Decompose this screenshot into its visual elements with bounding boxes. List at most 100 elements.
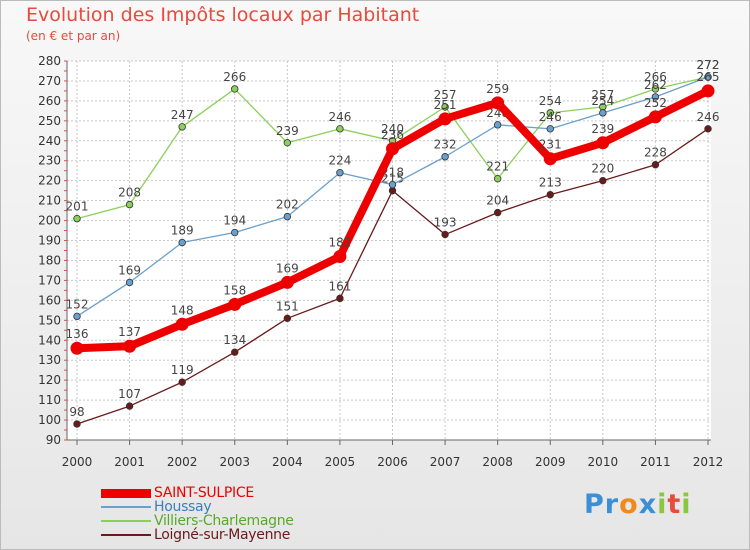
legend-label: SAINT-SULPICE bbox=[154, 485, 254, 501]
data-point-houssay bbox=[231, 228, 239, 237]
data-point-loign-sur-mayenne bbox=[651, 161, 660, 169]
data-point-villiers-charlemagne bbox=[651, 85, 660, 93]
data-label-villiers-charlemagne: 272 bbox=[697, 58, 720, 72]
data-point-houssay bbox=[388, 180, 397, 189]
legend-swatch bbox=[101, 520, 151, 522]
y-tick-label: 100 bbox=[38, 413, 61, 427]
data-point-saint-sulpice bbox=[543, 152, 557, 166]
data-point-villiers-charlemagne bbox=[283, 139, 292, 147]
data-point-saint-sulpice bbox=[228, 297, 242, 311]
data-point-saint-sulpice bbox=[386, 142, 399, 156]
x-tick-label: 2011 bbox=[640, 455, 671, 469]
y-tick-label: 230 bbox=[38, 154, 61, 168]
data-point-houssay bbox=[125, 278, 134, 287]
data-point-houssay bbox=[178, 238, 186, 247]
data-label-saint-sulpice: 259 bbox=[486, 82, 509, 96]
logo-letter: P bbox=[584, 489, 605, 520]
data-label-saint-sulpice: 251 bbox=[434, 98, 457, 112]
data-label-loign-sur-mayenne: 107 bbox=[118, 387, 141, 401]
data-point-saint-sulpice bbox=[175, 317, 189, 331]
data-point-houssay bbox=[493, 121, 502, 129]
data-label-villiers-charlemagne: 201 bbox=[66, 200, 89, 214]
x-tick-label: 2010 bbox=[588, 455, 619, 469]
x-tick-label: 2007 bbox=[430, 455, 461, 469]
y-tick-label: 140 bbox=[38, 333, 61, 347]
x-tick-label: 2009 bbox=[535, 455, 566, 469]
plot-area bbox=[67, 61, 711, 440]
data-label-saint-sulpice: 239 bbox=[591, 122, 614, 136]
data-point-loign-sur-mayenne bbox=[178, 378, 186, 386]
y-tick-label: 280 bbox=[38, 54, 61, 68]
data-point-loign-sur-mayenne bbox=[441, 230, 449, 239]
y-tick-label: 250 bbox=[38, 114, 61, 128]
data-label-villiers-charlemagne: 247 bbox=[171, 108, 194, 122]
data-point-saint-sulpice bbox=[280, 275, 294, 289]
data-label-loign-sur-mayenne: 193 bbox=[434, 216, 457, 230]
data-point-loign-sur-mayenne bbox=[73, 420, 81, 428]
data-label-saint-sulpice: 231 bbox=[539, 138, 562, 152]
data-point-loign-sur-mayenne bbox=[231, 348, 239, 356]
data-point-saint-sulpice bbox=[123, 339, 137, 353]
data-label-saint-sulpice: 169 bbox=[276, 261, 299, 275]
data-point-villiers-charlemagne bbox=[546, 109, 554, 117]
data-label-houssay: 232 bbox=[434, 138, 457, 152]
legend-label: Villiers-Charlemagne bbox=[154, 513, 294, 529]
data-label-villiers-charlemagne: 257 bbox=[434, 88, 457, 102]
y-tick-label: 90 bbox=[46, 433, 61, 447]
data-label-saint-sulpice: 158 bbox=[223, 283, 246, 297]
data-label-houssay: 254 bbox=[591, 94, 614, 108]
y-tick-label: 130 bbox=[38, 353, 61, 367]
y-tick-label: 220 bbox=[38, 174, 61, 188]
data-point-saint-sulpice bbox=[333, 249, 347, 263]
data-point-saint-sulpice bbox=[701, 84, 715, 98]
y-tick-label: 200 bbox=[38, 214, 61, 228]
logo-letter: i bbox=[657, 489, 668, 520]
x-tick-label: 2008 bbox=[482, 455, 513, 469]
logo-letter: x bbox=[638, 489, 658, 520]
data-point-loign-sur-mayenne bbox=[599, 176, 607, 185]
data-point-villiers-charlemagne bbox=[441, 103, 449, 111]
y-tick-label: 150 bbox=[38, 313, 61, 327]
legend-swatch bbox=[101, 489, 151, 498]
data-point-saint-sulpice bbox=[648, 110, 662, 124]
data-label-saint-sulpice: 252 bbox=[644, 96, 667, 110]
y-tick-label: 160 bbox=[38, 293, 61, 307]
legend-swatch bbox=[101, 534, 151, 536]
data-label-loign-sur-mayenne: 220 bbox=[591, 162, 614, 176]
data-label-houssay: 152 bbox=[66, 297, 89, 311]
data-point-villiers-charlemagne bbox=[178, 123, 186, 131]
data-label-loign-sur-mayenne: 213 bbox=[539, 176, 562, 190]
data-point-loign-sur-mayenne bbox=[704, 125, 712, 133]
y-tick-label: 190 bbox=[38, 234, 61, 248]
logo-letter: o bbox=[619, 489, 639, 520]
x-tick-label: 2005 bbox=[325, 455, 356, 469]
data-point-saint-sulpice bbox=[70, 341, 84, 355]
data-label-saint-sulpice: 236 bbox=[381, 128, 404, 142]
data-label-villiers-charlemagne: 240 bbox=[381, 122, 404, 136]
data-label-houssay: 202 bbox=[276, 198, 299, 212]
data-label-loign-sur-mayenne: 151 bbox=[276, 299, 299, 313]
data-point-loign-sur-mayenne bbox=[283, 314, 292, 323]
data-label-saint-sulpice: 182 bbox=[328, 235, 351, 249]
legend-label: Loigné-sur-Mayenne bbox=[154, 527, 291, 543]
data-label-houssay: 169 bbox=[118, 263, 141, 277]
data-point-houssay bbox=[283, 212, 292, 221]
data-label-loign-sur-mayenne: 161 bbox=[328, 279, 351, 293]
data-label-villiers-charlemagne: 208 bbox=[118, 186, 141, 200]
data-label-saint-sulpice: 265 bbox=[697, 70, 720, 84]
y-tick-label: 180 bbox=[38, 253, 61, 267]
data-point-loign-sur-mayenne bbox=[546, 190, 554, 199]
data-label-houssay: 246 bbox=[539, 110, 562, 124]
data-label-villiers-charlemagne: 254 bbox=[539, 94, 562, 108]
data-label-villiers-charlemagne: 266 bbox=[644, 70, 667, 84]
legend-swatch bbox=[101, 506, 151, 508]
y-tick-label: 260 bbox=[38, 94, 61, 108]
x-tick-label: 2004 bbox=[272, 455, 303, 469]
data-label-houssay: 262 bbox=[644, 78, 667, 92]
chart-title: Evolution des Impôts locaux par Habitant bbox=[26, 4, 420, 26]
x-tick-label: 2003 bbox=[219, 455, 250, 469]
y-tick-label: 210 bbox=[38, 194, 61, 208]
x-tick-label: 2000 bbox=[62, 455, 93, 469]
data-point-saint-sulpice bbox=[596, 136, 610, 150]
data-label-houssay: 189 bbox=[171, 224, 194, 238]
